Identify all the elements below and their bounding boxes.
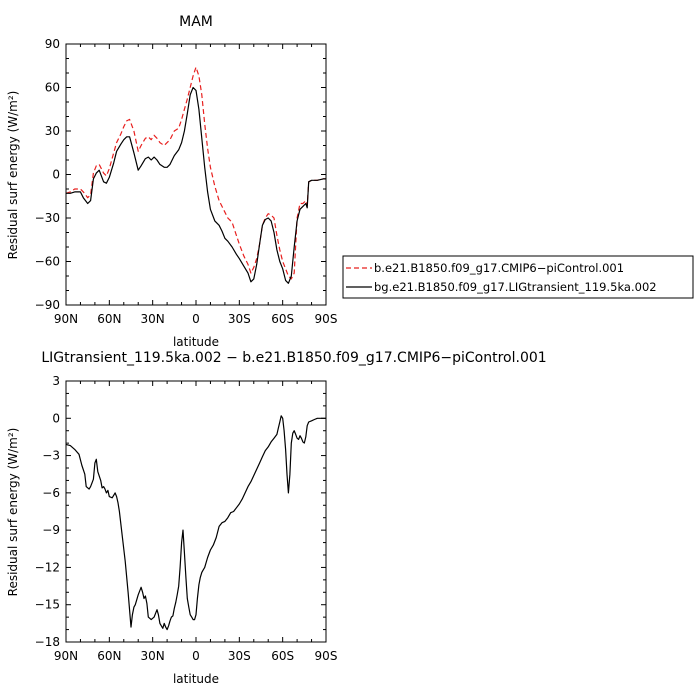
- top-chart-plot-area: [65, 66, 326, 284]
- bottom-chart-x-tick-label: 90S: [315, 649, 338, 663]
- bottom-chart-x-axis-title: latitude: [173, 672, 219, 686]
- legend-label-series-1: b.e21.B1850.f09_g17.CMIP6−piControl.001: [374, 261, 624, 275]
- top-chart-series-line-1: [65, 66, 326, 280]
- top-chart-y-tick-label: −30: [35, 211, 60, 225]
- top-chart-x-tick-label: 30S: [228, 312, 251, 326]
- top-chart-x-tick-label: 60N: [97, 312, 121, 326]
- bottom-chart-y-tick-label: −3: [42, 449, 60, 463]
- legend-label-series-2: bg.e21.B1850.f09_g17.LIGtransient_119.5k…: [374, 280, 657, 294]
- legend-frame: [342, 255, 694, 299]
- bottom-chart-y-axis-title: Residual surf energy (W/m²): [6, 428, 20, 597]
- top-chart-x-tick-label: 30N: [141, 312, 165, 326]
- bottom-chart-y-tick-label: 3: [52, 374, 60, 388]
- bottom-chart-y-tick-label: −9: [42, 523, 60, 537]
- top-chart-y-tick-label: 60: [45, 81, 60, 95]
- top-chart-series-line-2: [66, 86, 326, 284]
- bottom-chart-y-tick-label: −15: [35, 598, 60, 612]
- bottom-chart-y-tick-label: 0: [52, 411, 60, 425]
- bottom-chart-y-tick-label: −6: [42, 486, 60, 500]
- bottom-chart-x-tick-label: 60N: [97, 649, 121, 663]
- top-chart-x-tick-label: 60S: [271, 312, 294, 326]
- top-chart-y-tick-label: 30: [45, 124, 60, 138]
- bottom-chart-y-tick-label: −12: [35, 560, 60, 574]
- top-chart-y-tick-label: −60: [35, 255, 60, 269]
- top-chart-x-tick-label: 90N: [54, 312, 78, 326]
- top-chart-y-axis-title: Residual surf energy (W/m²): [6, 91, 20, 260]
- top-chart-x-axis-title: latitude: [173, 335, 219, 349]
- bottom-chart-x-tick-label: 0: [192, 649, 200, 663]
- bottom-chart-x-tick-label: 30S: [228, 649, 251, 663]
- top-chart-title: MAM: [179, 14, 213, 30]
- top-chart-legend: b.e21.B1850.f09_g17.CMIP6−piControl.001 …: [342, 255, 694, 299]
- bottom-chart-title: LIGtransient_119.5ka.002 − b.e21.B1850.f…: [41, 350, 546, 366]
- bottom-chart-panel: LIGtransient_119.5ka.002 − b.e21.B1850.f…: [6, 350, 547, 686]
- top-chart-y-tick-label: 0: [52, 168, 60, 182]
- bottom-chart-series-line-1: [65, 415, 326, 631]
- top-chart-x-tick-label: 0: [192, 312, 200, 326]
- top-chart-x-tick-label: 90S: [315, 312, 338, 326]
- bottom-chart-y-tick-label: −18: [35, 635, 60, 649]
- bottom-chart-x-tick-label: 90N: [54, 649, 78, 663]
- top-chart-y-tick-label: −90: [35, 298, 60, 312]
- bottom-chart-x-tick-label: 30N: [141, 649, 165, 663]
- bottom-chart-frame: [65, 380, 327, 643]
- bottom-chart-plot-area: [65, 415, 326, 631]
- bottom-chart-x-tick-label: 60S: [271, 649, 294, 663]
- top-chart-y-tick-label: 90: [45, 37, 60, 51]
